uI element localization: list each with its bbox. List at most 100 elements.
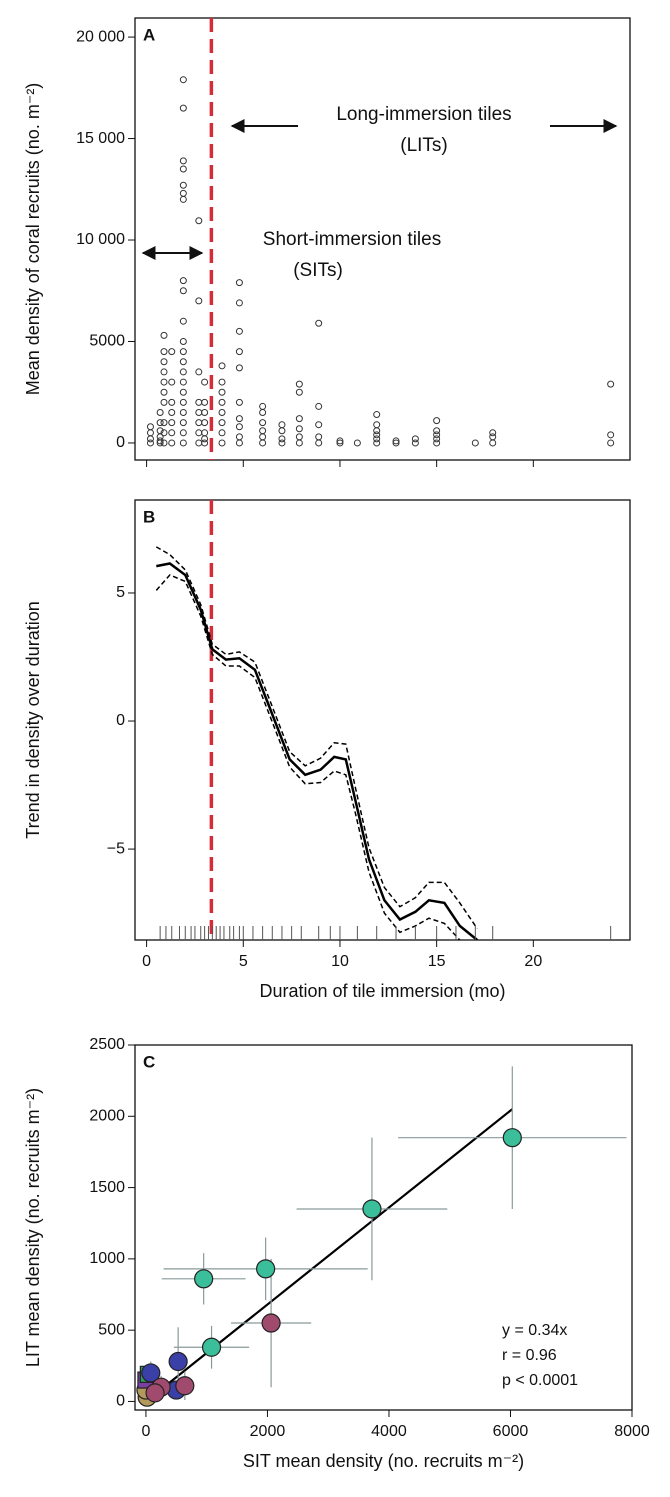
y-tick-label: 500 <box>98 1321 125 1338</box>
point <box>256 1259 276 1279</box>
point <box>160 378 168 386</box>
y-tick-label: 1500 <box>89 1179 125 1196</box>
point <box>278 421 286 429</box>
point <box>295 425 303 433</box>
point <box>168 429 176 437</box>
point <box>201 439 209 447</box>
point <box>235 348 243 356</box>
y-tick-label: 5000 <box>89 333 125 350</box>
annotation: Long-immersion tiles <box>336 104 511 125</box>
point <box>201 378 209 386</box>
point <box>146 429 154 437</box>
point <box>141 1363 161 1383</box>
point <box>373 427 381 435</box>
x-tick-label: 20 <box>524 953 542 970</box>
point <box>315 433 323 441</box>
point <box>235 398 243 406</box>
point <box>179 337 187 345</box>
point <box>471 439 479 447</box>
point <box>218 378 226 386</box>
point <box>278 435 286 443</box>
point <box>235 279 243 287</box>
point <box>195 429 203 437</box>
point <box>179 287 187 295</box>
point <box>259 427 267 435</box>
plot-frame <box>134 1044 633 1411</box>
point <box>179 317 187 325</box>
panel-label: B <box>143 507 155 526</box>
point <box>160 398 168 406</box>
point <box>168 398 176 406</box>
point <box>195 398 203 406</box>
point <box>195 419 203 427</box>
point <box>179 388 187 396</box>
trend-line <box>155 546 478 929</box>
x-axis-title: Duration of tile immersion (mo) <box>259 981 505 1001</box>
x-tick-label: 15 <box>428 953 446 970</box>
point <box>353 439 361 447</box>
y-tick-label: 20 000 <box>76 28 125 45</box>
point <box>179 189 187 197</box>
y-tick-label: 5 <box>116 584 125 601</box>
point <box>179 368 187 376</box>
point <box>160 358 168 366</box>
point <box>168 1351 188 1372</box>
point <box>259 409 267 417</box>
point <box>194 1269 214 1289</box>
point <box>315 402 323 410</box>
y-axis-title: LIT mean density (no. recruits m⁻²) <box>23 1088 43 1367</box>
y-tick-label: 0 <box>116 712 125 729</box>
y-tick-label: 15 000 <box>76 130 125 147</box>
point <box>201 419 209 427</box>
y-tick-label: 2500 <box>89 1036 125 1053</box>
point <box>218 409 226 417</box>
point <box>295 439 303 447</box>
point <box>235 433 243 441</box>
point <box>160 348 168 356</box>
point <box>168 348 176 356</box>
point <box>607 439 615 447</box>
trend-line <box>155 574 461 940</box>
panel-label: C <box>143 1052 155 1071</box>
point <box>175 1376 195 1396</box>
point <box>295 433 303 441</box>
point <box>156 409 164 417</box>
point <box>336 437 344 445</box>
point <box>433 427 441 435</box>
point <box>195 217 203 225</box>
y-axis-title: Trend in density over duration <box>23 601 43 838</box>
point <box>218 398 226 406</box>
point <box>201 398 209 406</box>
point <box>607 431 615 439</box>
x-tick-label: 0 <box>141 1423 150 1440</box>
point <box>156 427 164 435</box>
point <box>295 415 303 423</box>
point <box>489 429 497 437</box>
point <box>218 388 226 396</box>
point <box>160 388 168 396</box>
point <box>235 327 243 335</box>
annotation: y = 0.34x <box>502 1322 567 1339</box>
point <box>259 402 267 410</box>
point <box>201 409 209 417</box>
point <box>259 419 267 427</box>
annotation: (LITs) <box>400 135 448 156</box>
point <box>315 319 323 327</box>
annotation: p < 0.0001 <box>502 1372 578 1389</box>
y-tick-label: 0 <box>116 434 125 451</box>
point <box>195 409 203 417</box>
point <box>195 297 203 305</box>
point <box>179 165 187 173</box>
plot-frame <box>134 17 631 461</box>
y-tick-label: 1000 <box>89 1250 125 1267</box>
y-axis-title: Mean density of coral recruits (no. m⁻²) <box>23 83 43 396</box>
point <box>373 421 381 429</box>
point <box>373 431 381 439</box>
fit-line <box>145 1108 513 1403</box>
point <box>195 368 203 376</box>
point <box>179 195 187 203</box>
point <box>489 439 497 447</box>
point <box>179 76 187 84</box>
x-tick-label: 8000 <box>614 1423 650 1440</box>
lines <box>155 546 478 940</box>
